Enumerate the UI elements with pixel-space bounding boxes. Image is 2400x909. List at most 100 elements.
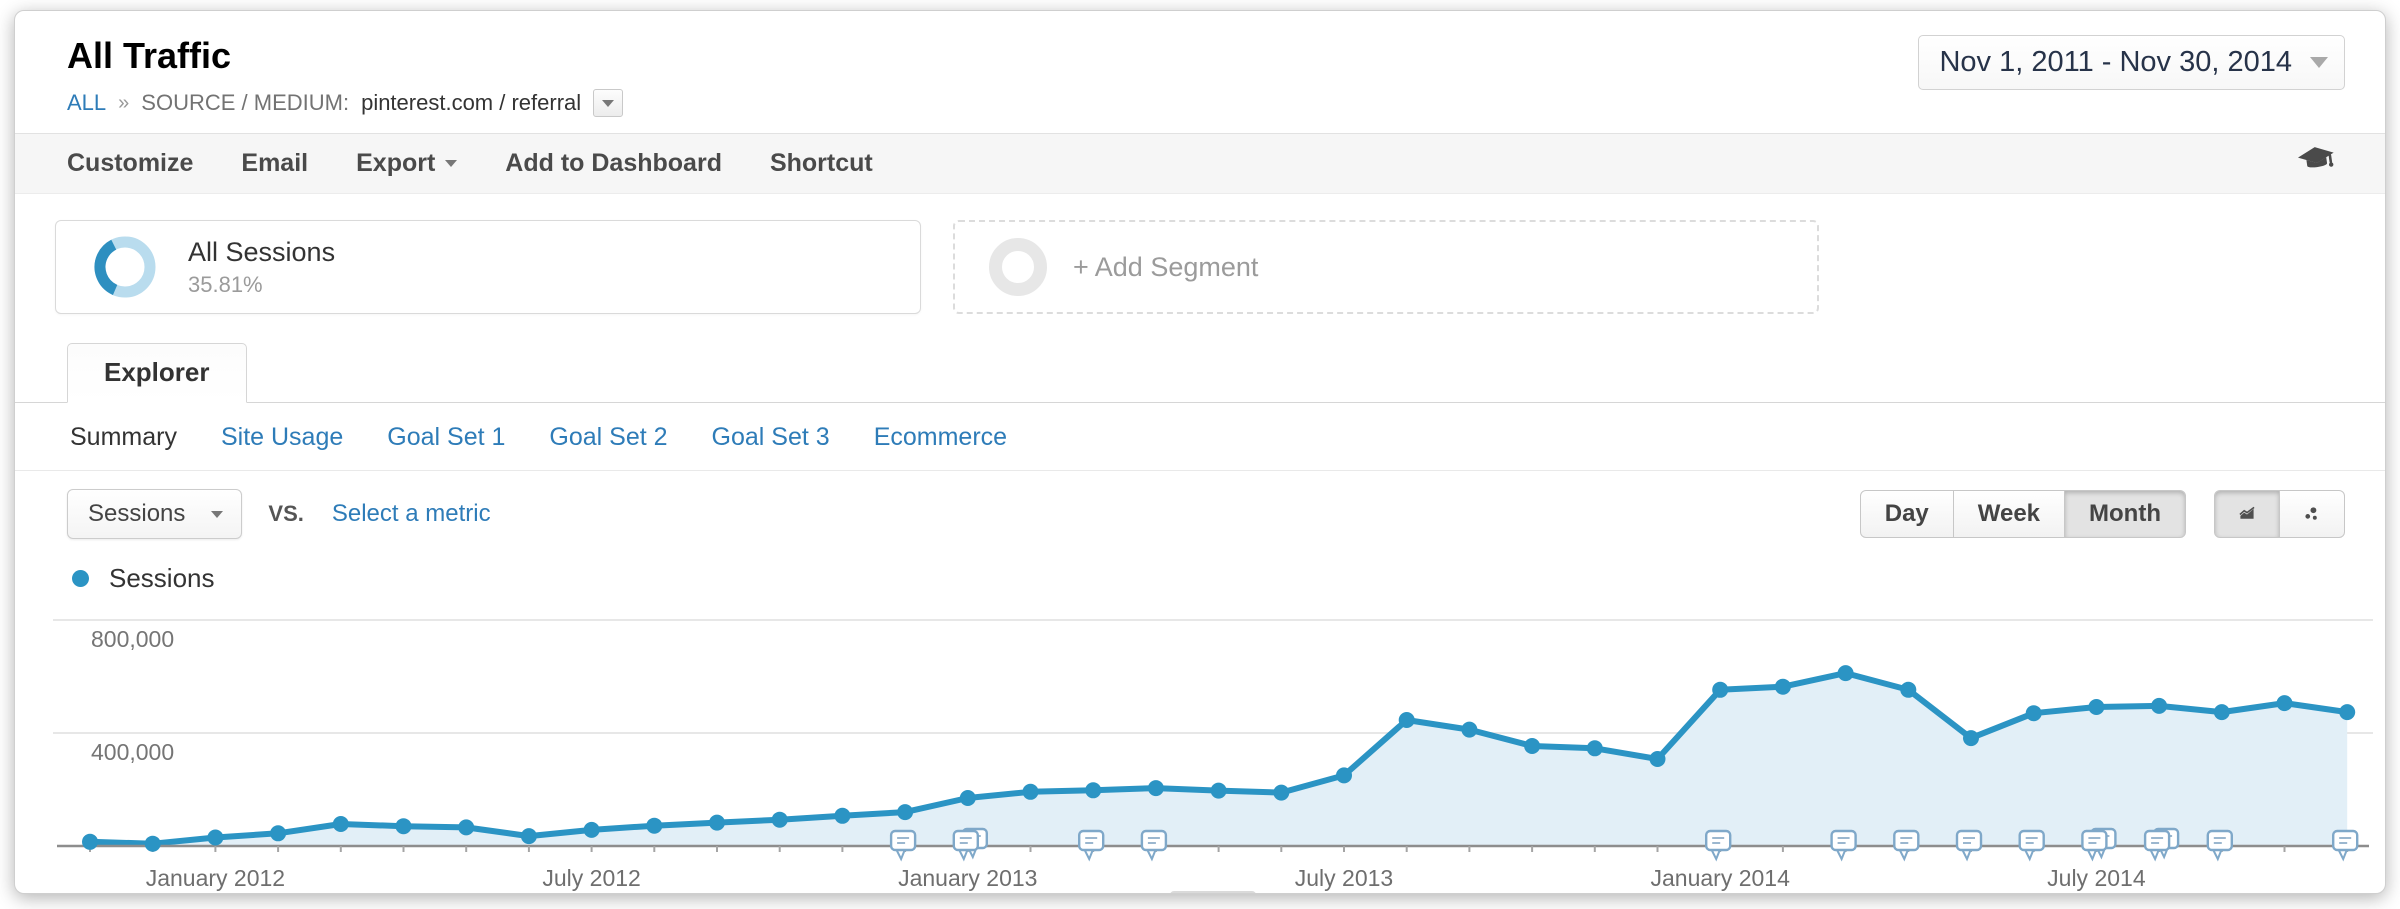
subtab-site-usage[interactable]: Site Usage [220,423,344,451]
sessions-chart[interactable]: 400,000 800,000 January 2012 July 2012 Janua… [53,598,2373,893]
subtab-summary[interactable]: Summary [70,423,177,451]
data-point[interactable] [1336,767,1352,784]
data-point[interactable] [144,835,161,852]
subtab-goal-set-3[interactable]: Goal Set 3 [711,423,830,451]
email-label: Email [241,149,309,177]
data-point[interactable] [1712,681,1729,698]
y-axis-label: 400,000 [91,739,174,765]
data-point[interactable] [332,816,349,832]
add-to-dashboard-label: Add to Dashboard [505,149,722,177]
date-range-picker[interactable]: Nov 1, 2011 - Nov 30, 2014 [1918,35,2345,90]
data-point[interactable] [458,819,475,836]
data-point[interactable] [2213,704,2230,721]
annotation-marker-icon[interactable] [1704,829,1732,862]
data-point[interactable] [1586,740,1603,757]
tab-explorer[interactable]: Explorer [67,343,247,403]
analytics-report-panel: All Traffic ALL » SOURCE / MEDIUM: pinte… [14,10,2386,894]
annotation-marker-icon[interactable] [1140,829,1168,862]
data-point[interactable] [1085,782,1102,799]
annotation-marker-icon[interactable] [2143,829,2171,862]
metric-selector[interactable]: Sessions [67,489,243,539]
data-point[interactable] [1147,780,1164,797]
annotation-marker-icon[interactable] [1955,829,1983,862]
data-point[interactable] [1398,712,1415,728]
data-point[interactable] [1461,721,1478,738]
add-segment-label: + Add Segment [1073,251,1259,282]
subnav: Summary Site Usage Goal Set 1 Goal Set 2… [15,403,2385,471]
segment-percent: 35.81% [188,271,263,297]
sessions-area-chart[interactable]: 400,000 800,000 January 2012 July 2012 Janua… [53,598,2373,894]
chevron-down-icon [211,510,224,518]
data-point[interactable] [1837,665,1854,682]
vs-label: VS. [268,501,304,526]
data-point[interactable] [395,818,412,835]
data-point[interactable] [1963,730,1979,747]
date-range-value: Nov 1, 2011 - Nov 30, 2014 [1939,46,2292,78]
line-chart-icon [2239,506,2255,519]
annotation-marker-icon[interactable] [889,829,917,862]
data-point[interactable] [2025,705,2042,722]
data-point[interactable] [1649,751,1666,767]
annotation-marker-icon[interactable] [1830,829,1857,862]
page-title: All Traffic [67,35,232,76]
breadcrumb-dropdown-button[interactable] [593,89,624,117]
data-point[interactable] [2151,697,2168,714]
data-point[interactable] [646,817,663,834]
subtab-ecommerce[interactable]: Ecommerce [873,423,1008,451]
data-point[interactable] [270,825,287,842]
chart-controls: Sessions VS. Select a metric Day Week Mo… [15,471,2385,547]
annotation-marker-icon[interactable] [2206,829,2234,862]
series-area-fill [90,673,2348,846]
segment-ring-icon [989,238,1047,296]
annotation-marker-icon[interactable] [2331,829,2359,862]
data-point[interactable] [520,828,537,845]
data-point[interactable] [1022,783,1039,800]
data-point[interactable] [1774,678,1791,695]
line-chart-view-button[interactable] [2214,490,2280,538]
data-point[interactable] [207,829,224,846]
annotation-marker-icon[interactable] [2018,829,2045,862]
chart-type-button-group [2214,490,2345,538]
subtab-goal-set-1[interactable]: Goal Set 1 [387,423,506,451]
data-point[interactable] [771,811,788,828]
export-button[interactable]: Export [356,149,458,178]
data-point[interactable] [583,821,600,838]
x-axis-label: January 2013 [898,865,1037,891]
data-point[interactable] [2276,695,2293,712]
customize-button[interactable]: Customize [67,149,193,178]
segment-all-sessions-card[interactable]: All Sessions 35.81% [55,220,921,314]
data-point[interactable] [1273,784,1290,801]
motion-chart-bubbles-icon [2305,507,2317,520]
annotation-marker-icon[interactable] [1893,829,1920,862]
data-point[interactable] [709,814,725,831]
motion-chart-view-button[interactable] [2279,490,2345,538]
data-point[interactable] [82,833,98,850]
metric-selector-value: Sessions [88,500,186,527]
month-button[interactable]: Month [2064,490,2186,538]
week-button[interactable]: Week [1952,490,2066,538]
x-axis-label: January 2014 [1651,865,1791,891]
expand-annotations-button[interactable] [1170,891,1256,894]
annotation-marker-icon[interactable] [1077,829,1105,862]
data-point[interactable] [897,804,914,821]
data-point[interactable] [1900,681,1917,698]
data-point[interactable] [1524,738,1541,754]
shortcut-button[interactable]: Shortcut [770,149,873,178]
add-to-dashboard-button[interactable]: Add to Dashboard [505,149,722,178]
report-header: All Traffic ALL » SOURCE / MEDIUM: pinte… [15,11,2385,117]
annotation-marker-icon[interactable] [2081,829,2108,862]
education-graduation-cap-icon[interactable] [2295,142,2340,184]
data-point[interactable] [1210,782,1227,799]
add-segment-button[interactable]: + Add Segment [953,220,1819,314]
email-button[interactable]: Email [241,149,308,178]
data-point[interactable] [2339,704,2356,721]
annotation-marker-icon[interactable] [952,829,979,862]
subtab-goal-set-2[interactable]: Goal Set 2 [549,423,668,451]
breadcrumb-all-link[interactable]: ALL [67,90,107,115]
data-point[interactable] [959,790,976,806]
select-a-metric-link[interactable]: Select a metric [331,500,491,527]
segment-name: All Sessions [188,236,336,267]
day-button[interactable]: Day [1859,490,1954,538]
data-point[interactable] [834,807,851,824]
data-point[interactable] [2088,699,2105,715]
